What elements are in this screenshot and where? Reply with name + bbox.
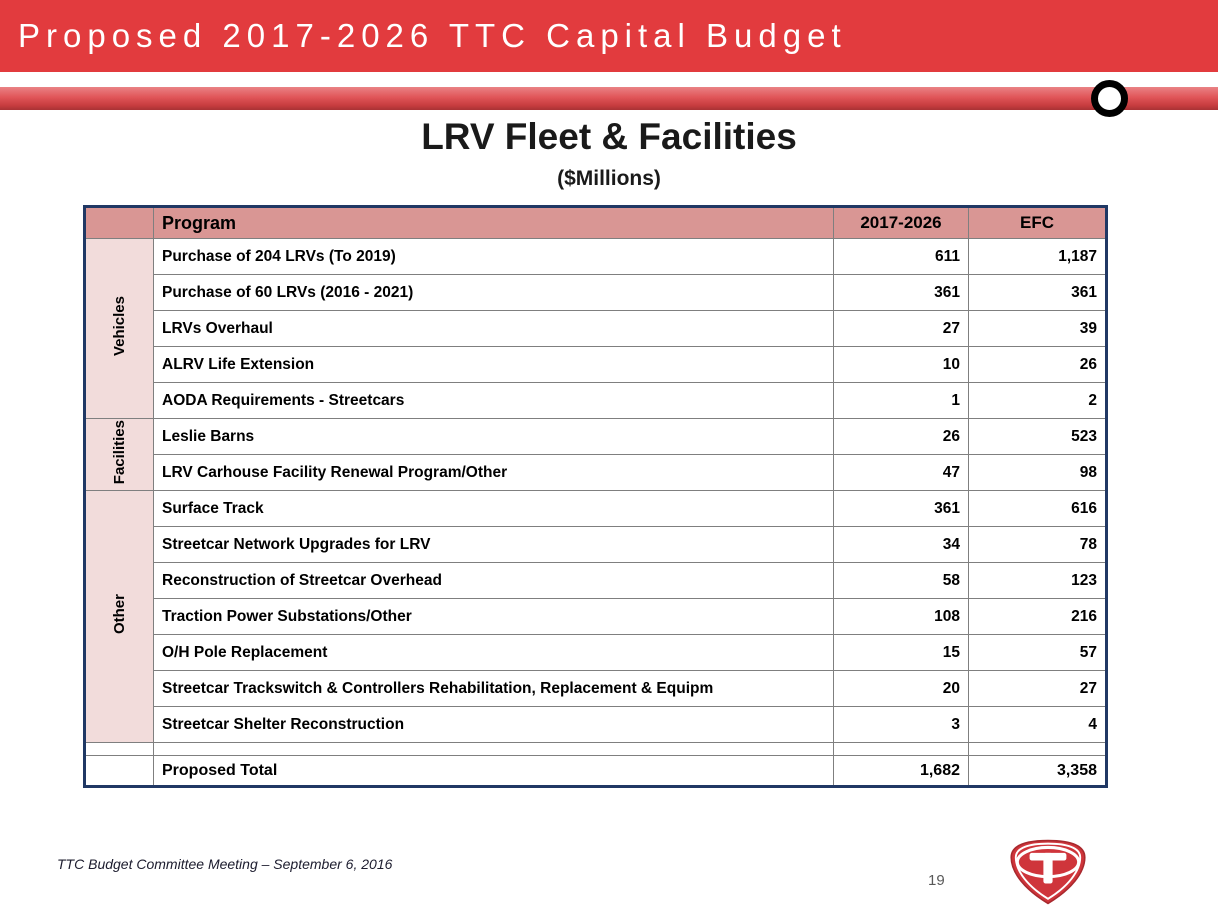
program-cell: Traction Power Substations/Other [153, 598, 834, 635]
total-2017-2026: 1,682 [833, 755, 969, 787]
table-row: LRVs Overhaul 27 39 [85, 310, 1107, 347]
value-2017-2026: 26 [833, 418, 969, 455]
value-2017-2026: 361 [833, 274, 969, 311]
table-row: Streetcar Shelter Reconstruction 3 4 [85, 706, 1107, 743]
value-efc: 361 [968, 274, 1107, 311]
page-number: 19 [928, 872, 945, 889]
program-cell: Leslie Barns [153, 418, 834, 455]
value-efc: 4 [968, 706, 1107, 743]
value-2017-2026: 15 [833, 634, 969, 671]
program-cell: Surface Track [153, 490, 834, 527]
value-efc: 27 [968, 670, 1107, 707]
table-row: Vehicles Purchase of 204 LRVs (To 2019) 61… [84, 238, 1107, 419]
program-cell: AODA Requirements - Streetcars [153, 382, 834, 419]
value-2017-2026: 34 [833, 526, 969, 563]
banner: Proposed 2017-2026 TTC Capital Budget [0, 0, 1218, 72]
value-efc: 39 [968, 310, 1107, 347]
table-row: Other Surface Track 361 616 [84, 490, 1107, 743]
value-efc: 98 [968, 454, 1107, 491]
group-label-text: Other [111, 593, 128, 634]
total-efc: 3,358 [968, 755, 1107, 787]
group-label-other: Other [84, 490, 154, 743]
footer-note: TTC Budget Committee Meeting – September… [57, 856, 393, 872]
value-2017-2026: 58 [833, 562, 969, 599]
program-cell: Purchase of 204 LRVs (To 2019) [153, 238, 834, 275]
value-efc: 2 [968, 382, 1107, 419]
program-cell: Streetcar Shelter Reconstruction [153, 706, 834, 743]
group-label-vehicles: Vehicles [84, 238, 154, 419]
total-label: Proposed Total [153, 755, 834, 787]
value-efc: 216 [968, 598, 1107, 635]
total-row: Proposed Total 1,682 3,358 [84, 755, 1107, 787]
value-efc: 57 [968, 634, 1107, 671]
table-row: Facilities Leslie Barns 26 523 [84, 418, 1107, 491]
value-2017-2026: 611 [833, 238, 969, 275]
program-cell: Streetcar Trackswitch & Controllers Reha… [153, 670, 834, 707]
program-cell: ALRV Life Extension [153, 346, 834, 383]
page-title: LRV Fleet & Facilities [421, 116, 797, 157]
table-row: Streetcar Trackswitch & Controllers Reha… [85, 670, 1107, 707]
value-2017-2026: 20 [833, 670, 969, 707]
header-row: Program 2017-2026 EFC [84, 206, 1107, 239]
table-row: Streetcar Network Upgrades for LRV 34 78 [85, 526, 1107, 563]
program-cell: O/H Pole Replacement [153, 634, 834, 671]
header-efc: EFC [968, 206, 1107, 239]
value-2017-2026: 27 [833, 310, 969, 347]
table-row: Purchase of 60 LRVs (2016 - 2021) 361 361 [85, 274, 1107, 311]
banner-title: Proposed 2017-2026 TTC Capital Budget [18, 17, 847, 54]
table-row: O/H Pole Replacement 15 57 [85, 634, 1107, 671]
table-row: LRV Carhouse Facility Renewal Program/Ot… [85, 454, 1107, 491]
value-2017-2026: 47 [833, 454, 969, 491]
corner-cell [84, 206, 154, 239]
header-program: Program [153, 206, 834, 239]
table-row: AODA Requirements - Streetcars 1 2 [85, 382, 1107, 419]
value-2017-2026: 10 [833, 346, 969, 383]
value-2017-2026: 3 [833, 706, 969, 743]
value-efc: 123 [968, 562, 1107, 599]
ttc-logo-icon [1010, 839, 1086, 905]
value-2017-2026: 108 [833, 598, 969, 635]
value-efc: 616 [968, 490, 1107, 527]
budget-table: Program 2017-2026 EFC Vehicles Purchase o… [83, 205, 1108, 788]
value-efc: 78 [968, 526, 1107, 563]
value-2017-2026: 361 [833, 490, 969, 527]
value-2017-2026: 1 [833, 382, 969, 419]
red-stripe [0, 87, 1218, 110]
table-row: ALRV Life Extension 10 26 [85, 346, 1107, 383]
table-row: Reconstruction of Streetcar Overhead 58 12… [85, 562, 1107, 599]
value-efc: 1,187 [968, 238, 1107, 275]
program-cell: Purchase of 60 LRVs (2016 - 2021) [153, 274, 834, 311]
program-cell: LRVs Overhaul [153, 310, 834, 347]
header-2017-2026: 2017-2026 [833, 206, 969, 239]
group-label-text: Vehicles [111, 295, 128, 357]
table-row: Traction Power Substations/Other 108 216 [85, 598, 1107, 635]
program-cell: Reconstruction of Streetcar Overhead [153, 562, 834, 599]
total-group-cell [84, 755, 154, 787]
budget-table-body: Vehicles Purchase of 204 LRVs (To 2019) 61… [84, 238, 1107, 743]
circle-marker-icon [1091, 80, 1128, 117]
value-efc: 26 [968, 346, 1107, 383]
program-cell: Streetcar Network Upgrades for LRV [153, 526, 834, 563]
value-efc: 523 [968, 418, 1107, 455]
group-label-facilities: Facilities [84, 418, 154, 491]
page-subtitle: ($Millions) [557, 167, 661, 190]
group-label-text: Facilities [111, 419, 128, 485]
spacer-row [84, 742, 1107, 756]
program-cell: LRV Carhouse Facility Renewal Program/Ot… [153, 454, 834, 491]
